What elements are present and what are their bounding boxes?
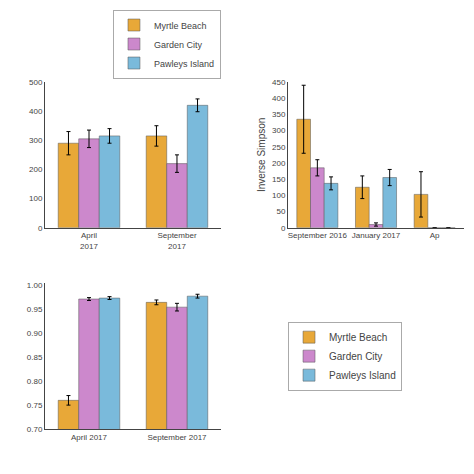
svg-text:400: 400	[272, 94, 286, 103]
svg-text:January 2017: January 2017	[352, 231, 401, 240]
svg-text:0.80: 0.80	[27, 377, 43, 386]
svg-text:0.95: 0.95	[27, 305, 43, 314]
svg-text:350: 350	[272, 110, 286, 119]
svg-text:Garden City: Garden City	[329, 351, 382, 362]
svg-text:150: 150	[272, 175, 286, 184]
svg-text:0.90: 0.90	[27, 329, 43, 338]
svg-text:September 2017: September 2017	[147, 433, 207, 442]
svg-text:100: 100	[29, 194, 43, 203]
svg-text:April 2017: April 2017	[71, 433, 108, 442]
svg-text:500: 500	[29, 78, 43, 87]
svg-text:200: 200	[29, 165, 43, 174]
svg-text:1.00: 1.00	[27, 281, 43, 290]
svg-text:Garden City: Garden City	[154, 40, 203, 50]
svg-text:300: 300	[29, 136, 43, 145]
svg-text:0: 0	[281, 224, 286, 233]
svg-text:0: 0	[38, 224, 43, 233]
svg-text:250: 250	[272, 143, 286, 152]
svg-text:Pawleys Island: Pawleys Island	[329, 370, 396, 381]
svg-text:300: 300	[272, 126, 286, 135]
svg-text:April2017: April2017	[80, 231, 98, 250]
svg-text:0.75: 0.75	[27, 401, 43, 410]
svg-text:Pawleys Island: Pawleys Island	[154, 59, 214, 69]
svg-text:September2017: September2017	[157, 231, 196, 250]
svg-text:0.85: 0.85	[27, 353, 43, 362]
svg-text:50: 50	[277, 207, 286, 216]
svg-text:Inverse Simpson: Inverse Simpson	[256, 118, 267, 192]
svg-text:200: 200	[272, 159, 286, 168]
svg-text:450: 450	[272, 78, 286, 87]
svg-text:September 2016: September 2016	[288, 231, 348, 240]
svg-text:100: 100	[272, 191, 286, 200]
svg-text:Myrtle Beach: Myrtle Beach	[154, 21, 207, 31]
svg-text:0.70: 0.70	[27, 425, 43, 434]
svg-text:Ap: Ap	[430, 231, 440, 240]
svg-text:Myrtle Beach: Myrtle Beach	[329, 332, 387, 343]
svg-text:400: 400	[29, 107, 43, 116]
